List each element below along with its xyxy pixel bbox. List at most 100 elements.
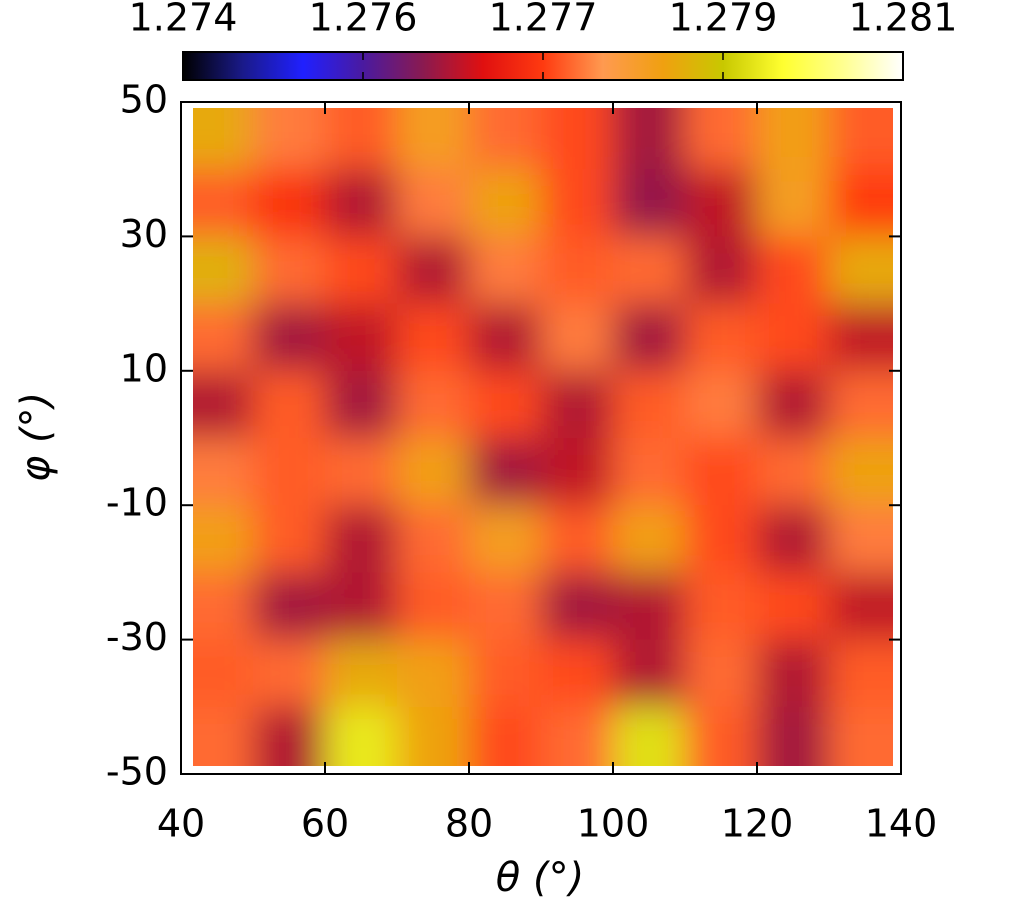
y-tick-label: 50 [120,78,168,122]
heatmap-cell [193,706,254,766]
heatmap-cell [469,572,542,641]
heatmap-cell [613,370,686,439]
heatmap-cell [193,639,254,708]
heatmap-cell [397,303,470,372]
heatmap-cell [613,169,686,238]
heatmap-cell [469,108,542,171]
heatmap-cell [193,370,254,439]
y-tick-label: 30 [120,212,168,256]
heatmap-cell [541,169,614,238]
heatmap-cell [253,303,326,372]
heatmap-cell [325,706,398,766]
heatmap-cell [469,438,542,507]
heatmap-cell [829,706,893,766]
heatmap-cell [469,639,542,708]
heatmap-cell [325,438,398,507]
heatmap-cell [757,108,830,171]
heatmap-cell [829,303,893,372]
heatmap-cell [253,505,326,574]
heatmap-cell [253,639,326,708]
heatmap-cell [685,639,758,708]
heatmap-cell [685,169,758,238]
heatmap-cell [541,370,614,439]
x-tick-label: 40 [157,802,205,846]
plot-frame [180,101,902,775]
heatmap-cell [829,438,893,507]
heatmap-cell [829,370,893,439]
heatmap-cell [253,438,326,507]
heatmap-cell [541,108,614,171]
heatmap-cell [829,639,893,708]
heatmap-cell [613,438,686,507]
heatmap-cell [469,169,542,238]
x-axis-label: θ (°) [496,855,584,901]
heatmap-cells [193,108,893,766]
heatmap-cell [541,639,614,708]
heatmap-cell [757,639,830,708]
heatmap-cell [541,706,614,766]
heatmap-cell [685,706,758,766]
heatmap-cell [685,572,758,641]
heatmap-cell [397,505,470,574]
heatmap-cell [613,639,686,708]
heatmap-cell [613,706,686,766]
heatmap-cell [325,169,398,238]
heatmap-cell [469,505,542,574]
heatmap-cell [829,505,893,574]
heatmap-cell [757,505,830,574]
heatmap-cell [325,303,398,372]
heatmap-cell [397,706,470,766]
heatmap-cell [469,370,542,439]
x-tick-label: 60 [301,802,349,846]
heatmap-cell [193,108,254,171]
heatmap-cell [757,303,830,372]
heatmap-cell [541,303,614,372]
y-tick-label: -10 [106,481,168,525]
heatmap-cell [757,370,830,439]
heatmap-cell [685,505,758,574]
colorbar-tick-label: 1.276 [309,0,418,40]
heatmap-cell [469,303,542,372]
heatmap-cell [193,572,254,641]
heatmap-cell [829,236,893,305]
heatmap-cell [397,572,470,641]
heatmap-cell [757,706,830,766]
heatmap-cell [685,370,758,439]
y-axis-label: φ (°) [13,392,59,482]
heatmap-cell [685,438,758,507]
heatmap-cell [685,236,758,305]
heatmap-cell [613,236,686,305]
heatmap-cell [469,706,542,766]
heatmap-cell [397,639,470,708]
heatmap-cell [829,108,893,171]
colorbar-tick-label: 1.277 [489,0,598,40]
heatmap-cell [613,108,686,171]
heatmap-cell [325,236,398,305]
heatmap-cell [253,370,326,439]
y-tick-label: -50 [106,750,168,794]
heatmap-cell [613,303,686,372]
heatmap-cell [193,505,254,574]
colorbar-tick-label: 1.281 [849,0,958,40]
y-tick-label: 10 [120,346,168,390]
heatmap-cell [469,236,542,305]
heatmap-cell [397,370,470,439]
heatmap-cell [397,236,470,305]
heatmap-cell [829,572,893,641]
heatmap-cell [541,505,614,574]
heatmap-cell [541,438,614,507]
heatmap-cell [253,572,326,641]
heatmap-cell [193,169,254,238]
heatmap-cell [253,108,326,171]
heatmap-cell [397,438,470,507]
heatmap-cell [613,572,686,641]
heatmap-cell [253,706,326,766]
x-tick-label: 100 [577,802,650,846]
heatmap-cell [253,236,326,305]
heatmap-cell [757,572,830,641]
heatmap-cell [325,370,398,439]
heatmap-cell [193,236,254,305]
heatmap-cell [757,438,830,507]
heatmap-cell [397,169,470,238]
